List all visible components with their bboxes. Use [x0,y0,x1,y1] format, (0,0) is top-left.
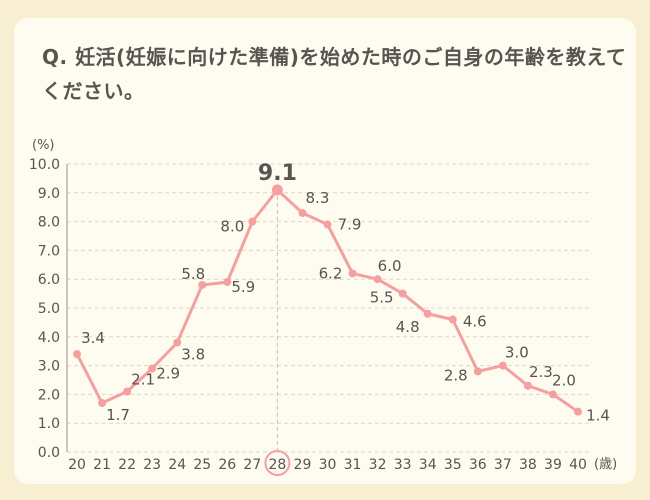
x-tick-label: 33 [394,457,412,473]
chart-card [14,18,636,484]
data-point [173,338,182,347]
x-tick-label: 30 [319,457,337,473]
y-tick-label: 5.0 [38,301,60,317]
peak-age-highlight-circle [264,450,291,476]
y-tick-label: 6.0 [38,272,60,288]
data-point [523,381,532,390]
y-tick-label: 9.0 [38,186,60,202]
data-label: 3.0 [505,344,529,362]
data-point [148,364,157,373]
y-tick-label: 3.0 [38,359,60,375]
data-point [123,387,132,396]
y-tick-label: 8.0 [38,215,60,231]
data-point [373,275,382,284]
data-label: 2.9 [156,364,180,382]
data-label: 2.0 [552,371,576,389]
peak-data-label: 9.1 [258,161,297,186]
data-point [323,220,332,229]
data-point [548,390,557,399]
data-point [198,280,207,289]
x-axis-unit: (歳) [594,457,617,472]
data-label: 7.9 [338,215,362,233]
data-label: 4.6 [463,313,487,331]
data-point [448,315,457,324]
x-tick-label: 35 [444,457,462,473]
x-tick-label: 27 [243,457,261,473]
data-label: 6.0 [378,257,402,275]
data-label: 5.5 [370,289,394,307]
y-tick-label: 10.0 [29,157,60,173]
data-label: 6.2 [319,264,343,282]
data-label: 8.0 [220,218,244,236]
data-point [98,399,107,408]
data-label: 1.4 [586,407,610,425]
x-tick-label: 22 [118,457,136,473]
data-point [473,367,482,376]
y-axis-unit: (%) [32,138,55,153]
y-tick-label: 4.0 [38,330,60,346]
y-tick-label: 1.0 [38,416,60,432]
x-tick-label: 24 [168,457,186,473]
data-label: 4.8 [396,318,420,336]
data-point [423,309,432,318]
x-tick-label: 32 [369,457,387,473]
data-point [73,350,81,359]
data-point [398,289,407,298]
data-point [248,217,257,226]
x-tick-label: 38 [519,457,537,473]
data-label: 3.8 [181,346,205,364]
data-label: 5.9 [231,278,255,296]
x-tick-label: 26 [218,457,236,473]
data-point [223,278,232,287]
data-label: 1.7 [106,406,130,424]
data-label: 8.3 [306,189,330,207]
data-label: 2.1 [131,371,155,389]
x-tick-label: 31 [344,457,362,473]
x-tick-label: 21 [93,457,111,473]
data-point [298,208,307,217]
question-title: Q. 妊活(妊娠に向けた準備)を始めた時のご自身の年齢を教えてください。 [42,45,627,103]
data-point [574,407,582,416]
data-label: 3.4 [81,329,105,347]
data-point [498,361,507,370]
x-tick-label: 28 [268,457,286,473]
data-label: 2.8 [444,366,468,384]
y-tick-label: 2.0 [38,387,60,403]
data-label: 2.3 [529,363,553,381]
x-tick-label: 37 [494,457,512,473]
peak-data-point [271,184,283,196]
x-tick-label: 34 [419,457,437,473]
x-tick-label: 40 [569,457,587,473]
x-tick-label: 23 [143,457,161,473]
x-tick-label: 20 [68,457,86,473]
x-tick-label: 36 [469,457,487,473]
x-tick-label: 39 [544,457,562,473]
x-tick-label: 25 [193,457,211,473]
y-tick-label: 7.0 [38,243,60,259]
y-tick-label: 0.0 [38,445,60,461]
data-point [348,269,357,278]
data-label: 5.8 [181,265,205,283]
x-tick-label: 29 [294,457,312,473]
